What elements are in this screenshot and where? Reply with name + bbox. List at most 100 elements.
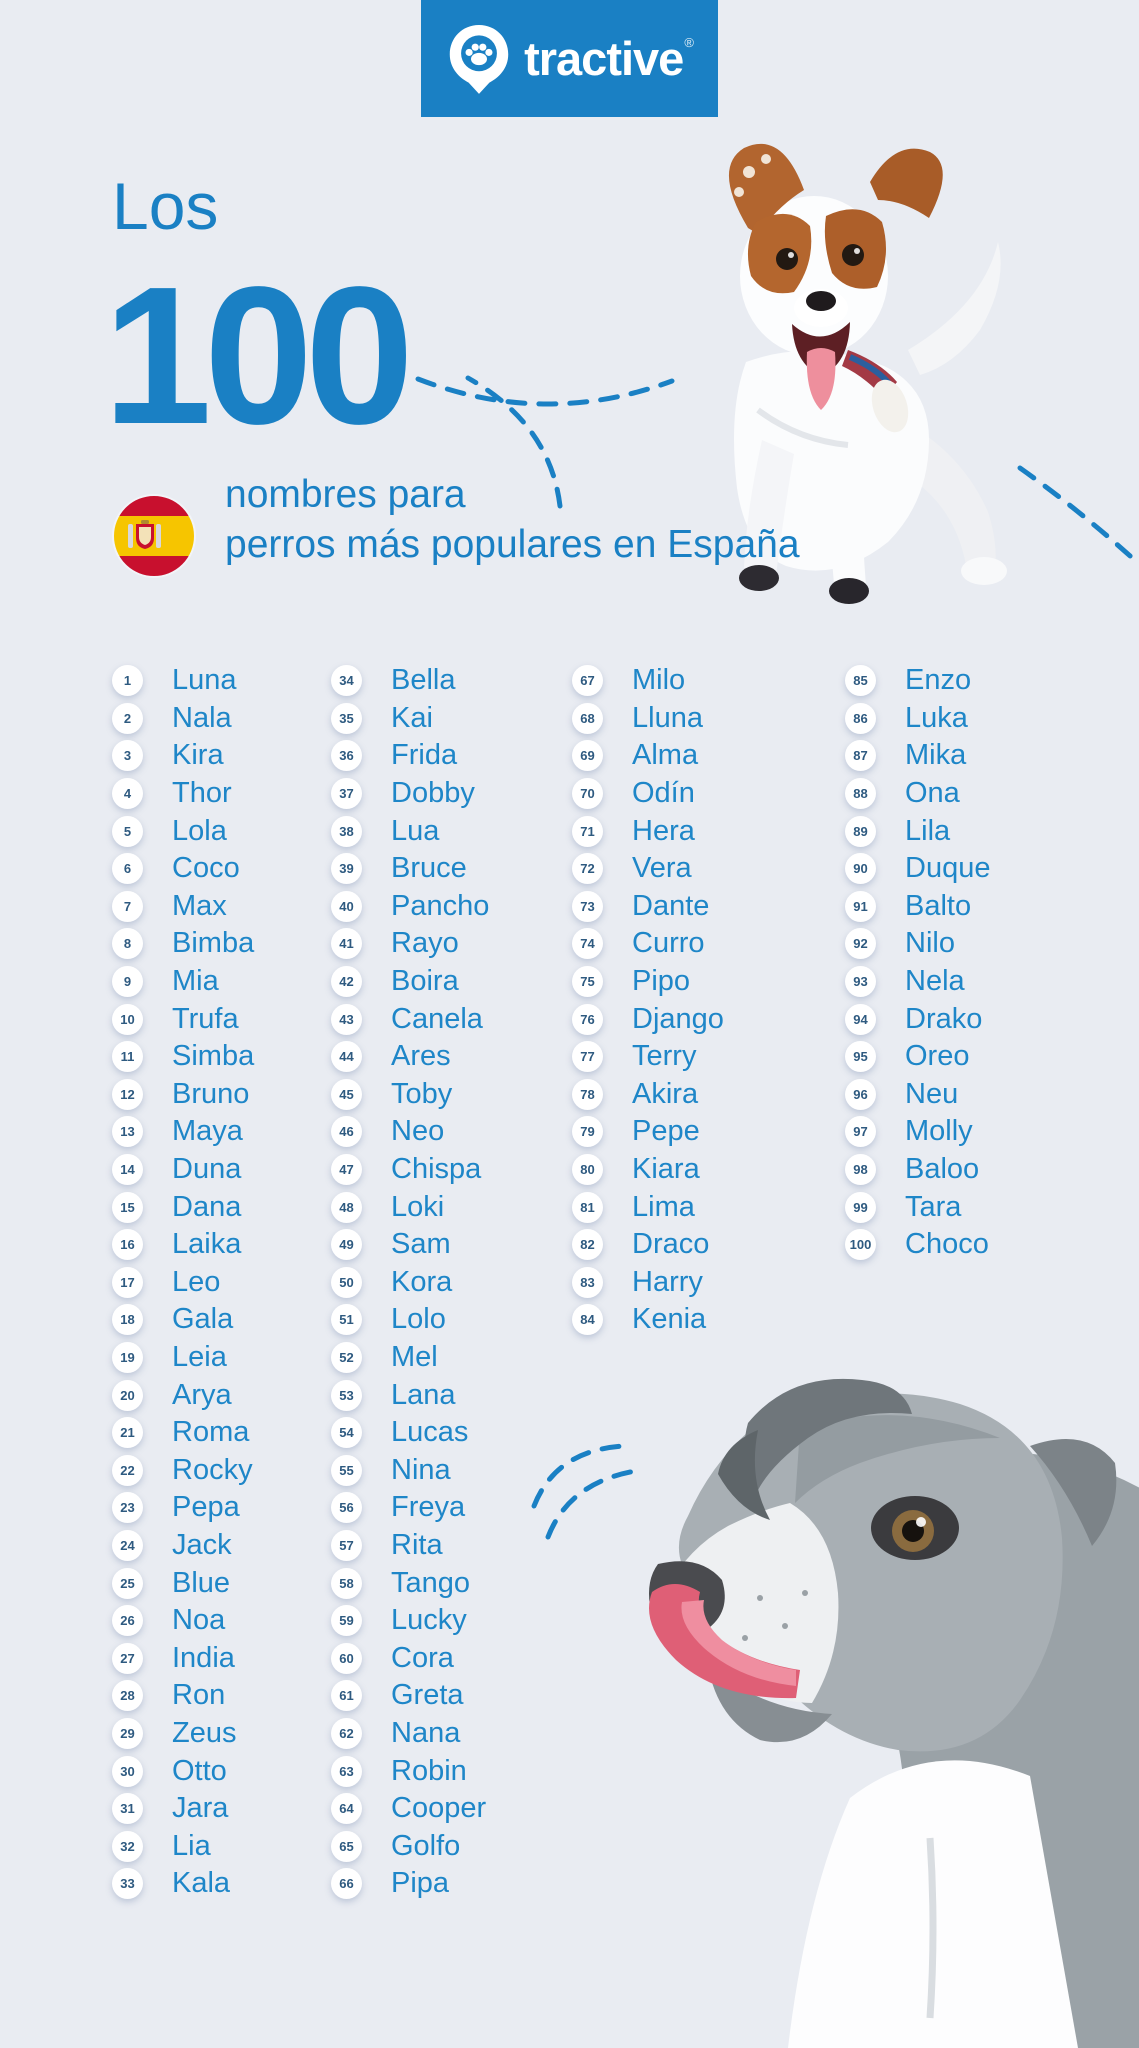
rank-number: 7 [123, 898, 132, 914]
rank-number: 80 [580, 1162, 595, 1178]
rank-number: 6 [123, 861, 132, 877]
list-item: 8 Bimba [112, 925, 254, 963]
dog-name: Zeus [172, 1716, 237, 1749]
rank-number: 25 [120, 1575, 135, 1591]
list-item: 54 Lucas [331, 1414, 489, 1452]
subtitle: nombres para perros más populares en Esp… [225, 470, 800, 570]
list-item: 40 Pancho [331, 888, 489, 926]
list-item: 43 Canela [331, 1000, 489, 1038]
list-item: 47 Chispa [331, 1151, 489, 1189]
list-item: 6 Coco [112, 850, 254, 888]
rank-badge: 30 [112, 1755, 143, 1787]
list-item: 32 Lia [112, 1827, 254, 1865]
rank-number: 17 [120, 1274, 135, 1290]
list-item: 42 Boira [331, 963, 489, 1001]
rank-number: 75 [580, 974, 595, 990]
rank-number: 18 [120, 1312, 135, 1328]
rank-number: 19 [120, 1349, 135, 1365]
list-item: 94 Drako [845, 1000, 990, 1038]
list-item: 49 Sam [331, 1226, 489, 1264]
rank-number: 44 [339, 1049, 354, 1065]
rank-badge: 56 [331, 1492, 362, 1524]
list-item: 73 Dante [572, 888, 724, 926]
rank-number: 36 [339, 748, 354, 764]
list-item: 82 Draco [572, 1226, 724, 1264]
dog-name: Django [632, 1002, 724, 1035]
rank-number: 87 [853, 748, 868, 764]
rank-number: 97 [853, 1124, 868, 1140]
rank-number: 48 [339, 1199, 354, 1215]
rank-badge: 44 [331, 1041, 362, 1073]
rank-number: 100 [849, 1237, 872, 1253]
rank-badge: 70 [572, 778, 603, 810]
rank-number: 40 [339, 898, 354, 914]
dog-name: Toby [391, 1077, 453, 1110]
dog-name: Ona [905, 777, 960, 810]
rank-number: 49 [339, 1237, 354, 1253]
rank-badge: 45 [331, 1078, 362, 1110]
list-item: 78 Akira [572, 1076, 724, 1114]
dog-name: Neo [391, 1115, 445, 1148]
dog-name: Oreo [905, 1040, 970, 1073]
dog-name: Ares [391, 1040, 451, 1073]
rank-number: 76 [580, 1011, 595, 1027]
rank-badge: 87 [845, 740, 876, 772]
rank-badge: 15 [112, 1191, 143, 1223]
dog-name: India [172, 1641, 235, 1674]
rank-number: 30 [120, 1763, 135, 1779]
rank-badge: 95 [845, 1041, 876, 1073]
rank-badge: 37 [331, 778, 362, 810]
dog-name: Golfo [391, 1829, 461, 1862]
dog-name: Frida [391, 739, 458, 772]
dog-name: Pipa [391, 1867, 450, 1900]
rank-badge: 92 [845, 928, 876, 960]
list-column-4: 85 Enzo 86 Luka 87 Mika 88 Ona 89 Lila 90 Duque 91 Ba… [845, 662, 990, 1264]
dog-name: Luna [172, 664, 237, 697]
rank-number: 45 [339, 1086, 354, 1102]
rank-badge: 85 [845, 665, 876, 697]
dog-name: Lola [172, 814, 227, 847]
rank-badge: 73 [572, 890, 603, 922]
rank-number: 62 [339, 1725, 354, 1741]
rank-number: 91 [853, 898, 868, 914]
list-item: 79 Pepe [572, 1113, 724, 1151]
rank-badge: 77 [572, 1041, 603, 1073]
list-item: 84 Kenia [572, 1301, 724, 1339]
rank-badge: 75 [572, 966, 603, 998]
list-item: 97 Molly [845, 1113, 990, 1151]
dog-name: Chispa [391, 1153, 482, 1186]
list-item: 22 Rocky [112, 1451, 254, 1489]
list-column-3: 67 Milo 68 Lluna 69 Alma 70 Odín 71 Hera 72 Vera 73 D… [572, 662, 724, 1339]
list-item: 17 Leo [112, 1264, 254, 1302]
list-item: 68 Lluna [572, 700, 724, 738]
dog-name: Molly [905, 1115, 973, 1148]
dog-name: Hera [632, 814, 695, 847]
dog-name: Duque [905, 852, 991, 885]
rank-number: 5 [123, 823, 132, 839]
rank-badge: 68 [572, 702, 603, 734]
list-item: 96 Neu [845, 1076, 990, 1114]
list-item: 25 Blue [112, 1564, 254, 1602]
dog-name: Noa [172, 1604, 226, 1637]
rank-badge: 79 [572, 1116, 603, 1148]
rank-number: 16 [120, 1237, 135, 1253]
list-item: 71 Hera [572, 812, 724, 850]
dog-name: Cora [391, 1641, 454, 1674]
list-item: 14 Duna [112, 1151, 254, 1189]
dog-name: Alma [632, 739, 699, 772]
list-item: 2 Nala [112, 700, 254, 738]
dog-name: Pipo [632, 965, 691, 998]
dog-name: Nilo [905, 927, 955, 960]
tractive-paw-pin-icon [449, 24, 509, 94]
dog-name: Neu [905, 1077, 959, 1110]
list-item: 95 Oreo [845, 1038, 990, 1076]
rank-badge: 76 [572, 1003, 603, 1035]
rank-number: 82 [580, 1237, 595, 1253]
list-item: 19 Leia [112, 1339, 254, 1377]
subtitle-line2: perros más populares en España [225, 523, 800, 566]
rank-number: 2 [123, 710, 132, 726]
list-item: 4 Thor [112, 775, 254, 813]
rank-badge: 90 [845, 853, 876, 885]
rank-badge: 4 [112, 778, 143, 810]
list-item: 81 Lima [572, 1188, 724, 1226]
